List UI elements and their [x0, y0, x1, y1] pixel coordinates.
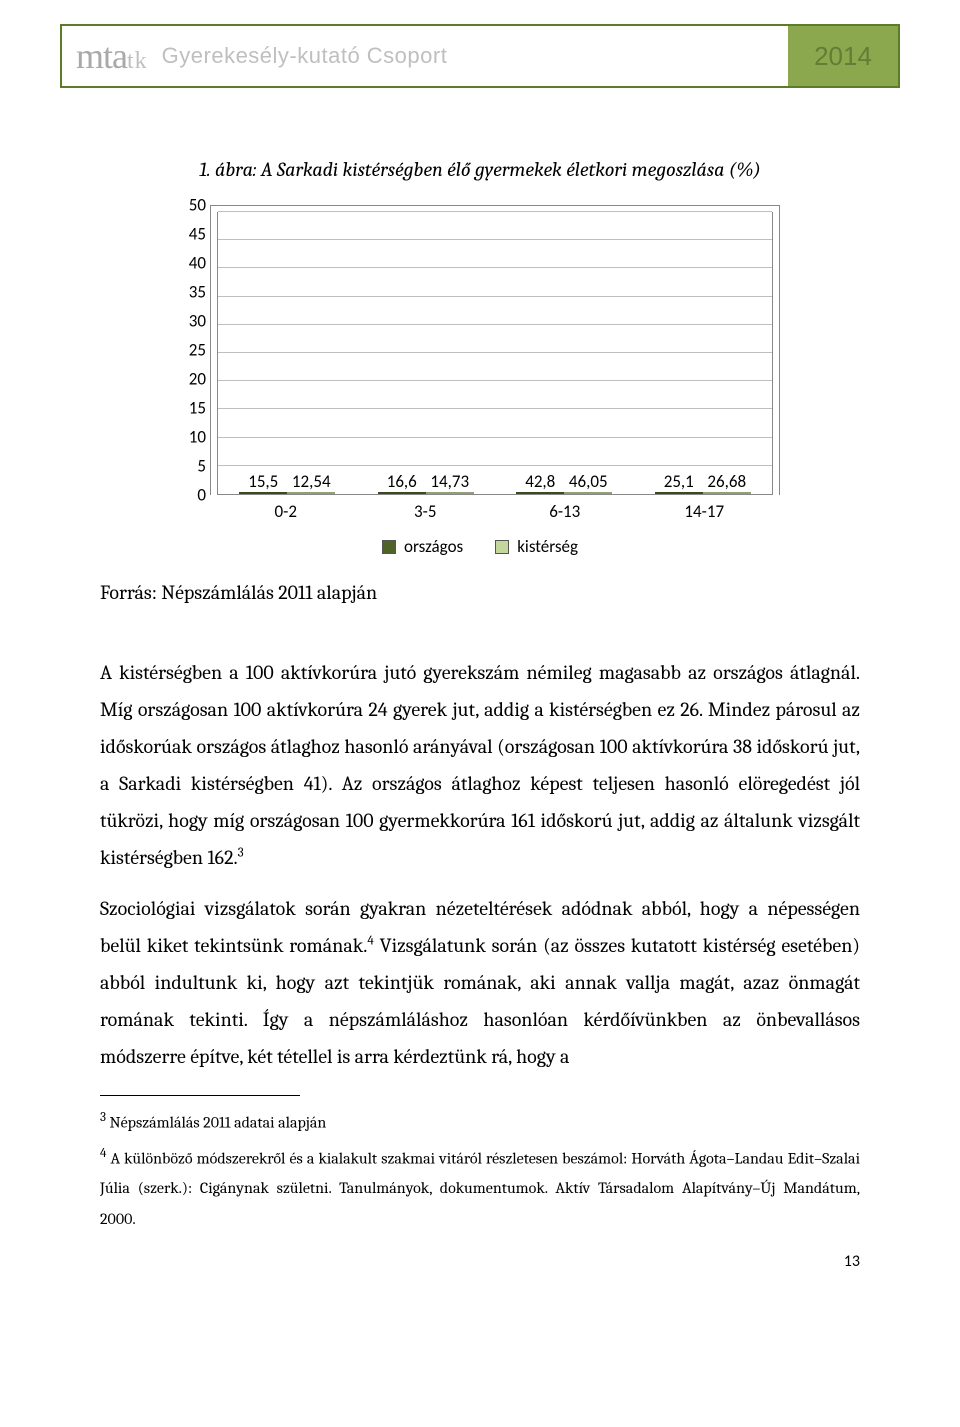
bar-group: 42,846,05 [503, 492, 625, 494]
grid-line [218, 465, 772, 466]
y-tick: 50 [189, 195, 206, 216]
bar: 15,5 [239, 492, 287, 494]
logo-main: mtatk [76, 35, 148, 77]
x-label: 6-13 [503, 501, 626, 522]
y-tick: 15 [189, 398, 206, 419]
bar-group: 16,614,73 [365, 492, 487, 494]
header-left: mtatk Gyerekesély-kutató Csoport [62, 26, 788, 86]
header-year: 2014 [788, 26, 898, 86]
footnote-separator [100, 1095, 300, 1096]
grid-line [218, 408, 772, 409]
grid-line [218, 380, 772, 381]
bar-value-label: 46,05 [569, 471, 608, 492]
legend-label: kistérség [517, 536, 578, 557]
page: mtatk Gyerekesély-kutató Csoport 2014 1.… [0, 0, 960, 1311]
bar: 46,05 [564, 492, 612, 494]
plot-outer: 15,512,5416,614,7342,846,0525,126,68 [210, 205, 780, 495]
header-bar: mtatk Gyerekesély-kutató Csoport 2014 [60, 24, 900, 88]
grid-line [218, 296, 772, 297]
x-axis-inner: 0-2 3-5 6-13 14-17 [210, 495, 780, 522]
logo-sub-text: tk [127, 48, 148, 74]
bar: 42,8 [516, 492, 564, 494]
bar: 26,68 [703, 492, 751, 494]
fn3-text: Népszámlálás 2011 adatai alapján [106, 1113, 326, 1131]
x-label: 3-5 [364, 501, 487, 522]
logo-main-text: mta [76, 36, 127, 76]
header-title: Gyerekesély-kutató Csoport [162, 43, 448, 69]
grid-line [218, 239, 772, 240]
bar-value-label: 12,54 [292, 471, 331, 492]
x-axis: 0-2 3-5 6-13 14-17 [210, 495, 780, 522]
legend-item: országos [382, 536, 463, 557]
bar: 12,54 [287, 492, 335, 494]
y-tick: 35 [189, 282, 206, 303]
x-label: 14-17 [643, 501, 766, 522]
para1-text: A kistérségben a 100 aktívkorúra jutó gy… [100, 661, 860, 869]
paragraph-2: Szociológiai vizsgálatok során gyakran n… [100, 890, 860, 1075]
y-axis: 05101520253035404550 [180, 205, 210, 495]
y-tick: 5 [197, 456, 206, 477]
y-tick: 10 [189, 427, 206, 448]
y-tick: 25 [189, 340, 206, 361]
bar-value-label: 25,1 [664, 471, 694, 492]
grid-line [218, 352, 772, 353]
legend-item: kistérség [495, 536, 578, 557]
legend: országos kistérség [180, 536, 780, 557]
footnote-4: 4 A különböző módszerekről és a kialakul… [100, 1142, 860, 1235]
grid-line [218, 267, 772, 268]
x-label: 0-2 [224, 501, 347, 522]
legend-swatch [495, 540, 509, 554]
bar-groups: 15,512,5416,614,7342,846,0525,126,68 [218, 212, 772, 494]
footnotes: 3 Népszámlálás 2011 adatai alapján 4 A k… [100, 1106, 860, 1234]
bar: 14,73 [426, 492, 474, 494]
bar-value-label: 26,68 [707, 471, 746, 492]
paragraph-1: A kistérségben a 100 aktívkorúra jutó gy… [100, 654, 860, 876]
bar-value-label: 42,8 [525, 471, 555, 492]
y-tick: 40 [189, 253, 206, 274]
fn4-text: A különböző módszerekről és a kialakult … [100, 1149, 860, 1228]
bar-value-label: 16,6 [387, 471, 417, 492]
page-number: 13 [100, 1252, 860, 1271]
content: 1. ábra: A Sarkadi kistérségben élő gyer… [60, 158, 900, 1271]
chart: 05101520253035404550 15,512,5416,614,734… [180, 205, 780, 557]
grid-line [218, 324, 772, 325]
bar: 25,1 [655, 492, 703, 494]
y-tick: 45 [189, 224, 206, 245]
grid-line [218, 211, 772, 212]
footnote-3: 3 Népszámlálás 2011 adatai alapján [100, 1106, 860, 1138]
plot-area: 15,512,5416,614,7342,846,0525,126,68 [217, 212, 773, 495]
bar-group: 25,126,68 [642, 492, 764, 494]
chart-body: 05101520253035404550 15,512,5416,614,734… [180, 205, 780, 495]
legend-swatch [382, 540, 396, 554]
bar-group: 15,512,54 [226, 492, 348, 494]
bar: 16,6 [378, 492, 426, 494]
source-text: Forrás: Népszámlálás 2011 alapján [100, 581, 860, 604]
bar-value-label: 14,73 [430, 471, 469, 492]
grid-line [218, 437, 772, 438]
y-tick: 0 [197, 485, 206, 506]
para1-sup: 3 [238, 845, 244, 860]
y-tick: 20 [189, 369, 206, 390]
y-tick: 30 [189, 311, 206, 332]
figure-caption: 1. ábra: A Sarkadi kistérségben élő gyer… [100, 158, 860, 181]
body-text: A kistérségben a 100 aktívkorúra jutó gy… [100, 654, 860, 1075]
legend-label: országos [404, 536, 463, 557]
bar-value-label: 15,5 [248, 471, 278, 492]
